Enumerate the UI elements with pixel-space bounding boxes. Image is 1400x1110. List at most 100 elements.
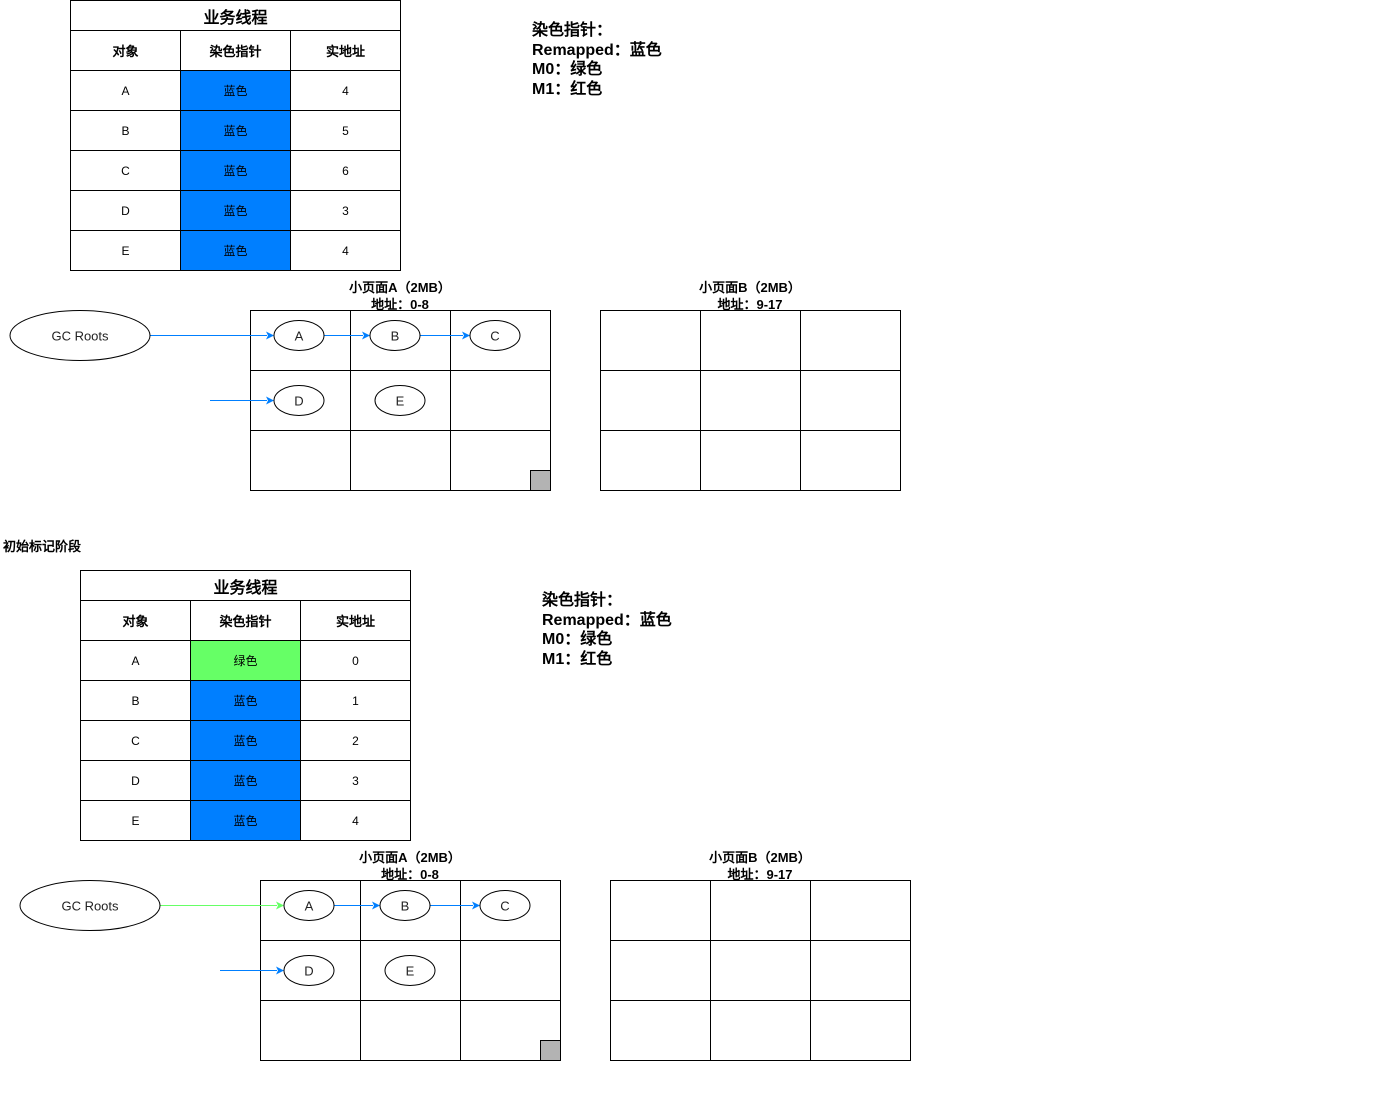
page-b-cell — [600, 370, 701, 431]
page-a-cell — [450, 430, 551, 491]
address-cell: 4 — [300, 800, 411, 841]
address-cell: 3 — [290, 190, 401, 231]
object-node-label: C — [490, 329, 499, 344]
object-node-label: D — [294, 394, 303, 409]
object-node — [384, 955, 436, 986]
page-b-title: 小页面B（2MB） — [709, 850, 811, 865]
object-node-label: C — [500, 899, 509, 914]
object-cell: B — [80, 680, 191, 721]
column-header: 染色指针 — [190, 600, 301, 641]
object-node — [379, 890, 431, 921]
legend: 染色指针： Remapped：蓝色 M0：绿色 M1：红色 — [532, 21, 662, 99]
memory-diagram: GC Roots A B C D E — [19, 880, 911, 1061]
page-b-cell — [700, 310, 801, 371]
object-node — [374, 385, 426, 416]
object-node-label: A — [305, 899, 314, 914]
legend-line: M1：红色 — [532, 80, 603, 98]
table-row: D 蓝色 3 — [70, 190, 401, 231]
page-b-cell — [610, 880, 711, 941]
table-row: B 蓝色 1 — [80, 680, 411, 721]
page-b-cell — [610, 1000, 711, 1061]
thread-table: 业务线程 对象 染色指针 实地址 A 蓝色 4 B 蓝色 5 C 蓝色 6 D 蓝色… — [70, 0, 401, 271]
page-b-cell — [810, 880, 911, 941]
page-a-address: 地址：0-8 — [381, 867, 439, 882]
gc-roots-node-label: GC Roots — [51, 329, 109, 344]
color-pointer-cell: 蓝色 — [180, 230, 291, 271]
legend-line: Remapped：蓝色 — [542, 611, 672, 629]
page-a-cell — [360, 1000, 461, 1061]
page-a-cell — [350, 430, 451, 491]
arrowhead-icon — [372, 901, 380, 910]
table-title: 业务线程 — [70, 0, 401, 31]
memory-diagram: GC Roots A B C D E — [9, 310, 901, 491]
page-a-cell — [260, 1000, 361, 1061]
resize-handle-icon — [540, 1040, 561, 1061]
object-node — [273, 320, 325, 351]
page-b-address: 地址：9-17 — [717, 297, 783, 312]
color-pointer-cell: 绿色 — [190, 640, 301, 681]
object-node-label: D — [304, 964, 313, 979]
legend-line: M0：绿色 — [532, 61, 603, 78]
color-pointer-cell: 蓝色 — [190, 680, 301, 721]
object-node-label: B — [391, 329, 400, 344]
object-node-label: E — [406, 964, 415, 979]
legend-line: 染色指针： — [532, 22, 613, 39]
color-pointer-cell: 蓝色 — [180, 150, 291, 191]
diagram-section: 业务线程 对象 染色指针 实地址 A 绿色 0 B 蓝色 1 C 蓝色 2 D 蓝色… — [10, 570, 1400, 1110]
color-pointer-cell: 蓝色 — [180, 70, 291, 111]
page-b-address: 地址：9-17 — [727, 867, 793, 882]
arrowhead-icon — [266, 396, 274, 405]
thread-table: 业务线程 对象 染色指针 实地址 A 绿色 0 B 蓝色 1 C 蓝色 2 D 蓝色… — [80, 570, 411, 841]
gc-roots-node — [19, 880, 161, 931]
page-a-cell — [250, 430, 351, 491]
column-header: 对象 — [70, 30, 181, 71]
color-pointer-cell: 蓝色 — [190, 800, 301, 841]
object-node — [283, 955, 335, 986]
object-cell: D — [70, 190, 181, 231]
color-pointer-cell: 蓝色 — [190, 720, 301, 761]
color-pointer-cell: 蓝色 — [180, 110, 291, 151]
column-header: 染色指针 — [180, 30, 291, 71]
page-b-cell — [600, 430, 701, 491]
address-cell: 1 — [300, 680, 411, 721]
legend: 染色指针： Remapped：蓝色 M0：绿色 M1：红色 — [542, 591, 672, 669]
page-b-cell — [800, 430, 901, 491]
object-node — [273, 385, 325, 416]
page-b-cell — [800, 370, 901, 431]
page-a-title: 小页面A（2MB） — [349, 280, 451, 295]
page-a-label: 小页面A（2MB） 地址：0-8 — [310, 849, 510, 883]
legend-line: M0：绿色 — [542, 631, 613, 648]
object-node — [479, 890, 531, 921]
page-b-cell — [800, 310, 901, 371]
page-b-cell — [810, 1000, 911, 1061]
object-node — [469, 320, 521, 351]
legend-line: Remapped：蓝色 — [532, 41, 662, 59]
object-node — [283, 890, 335, 921]
object-cell: E — [70, 230, 181, 271]
page-a-cell — [460, 1000, 561, 1061]
column-header: 实地址 — [300, 600, 411, 641]
table-row: E 蓝色 4 — [70, 230, 401, 271]
gc-roots-node-label: GC Roots — [61, 899, 119, 914]
address-cell: 0 — [300, 640, 411, 681]
resize-handle-icon — [530, 470, 551, 491]
page-a-address: 地址：0-8 — [371, 297, 429, 312]
column-header: 对象 — [80, 600, 191, 641]
table-row: A 绿色 0 — [80, 640, 411, 681]
table-row: E 蓝色 4 — [80, 800, 411, 841]
table-row: A 蓝色 4 — [70, 70, 401, 111]
color-pointer-cell: 蓝色 — [180, 190, 291, 231]
page-b-cell — [700, 370, 801, 431]
legend-line: M1：红色 — [542, 650, 613, 668]
page-b-title: 小页面B（2MB） — [699, 280, 801, 295]
table-row: D 蓝色 3 — [80, 760, 411, 801]
table-row: C 蓝色 6 — [70, 150, 401, 191]
page-b-cell — [710, 940, 811, 1001]
arrowhead-icon — [276, 901, 284, 910]
object-cell: E — [80, 800, 191, 841]
object-node-label: E — [396, 394, 405, 409]
arrowhead-icon — [276, 966, 284, 975]
stage-label: 初始标记阶段 — [3, 539, 82, 554]
page-b-cell — [610, 940, 711, 1001]
column-header: 实地址 — [290, 30, 401, 71]
